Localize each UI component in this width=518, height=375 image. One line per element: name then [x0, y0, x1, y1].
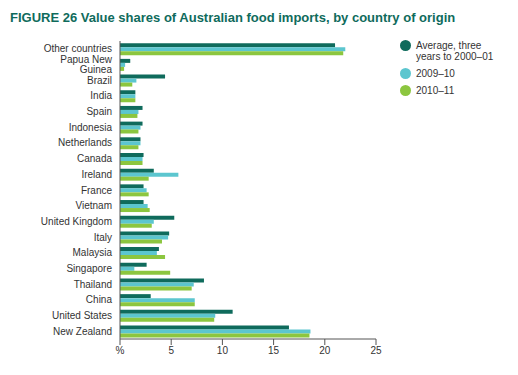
svg-text:Ireland: Ireland [81, 169, 112, 180]
svg-text:Indonesia: Indonesia [69, 122, 113, 133]
svg-text:China: China [86, 294, 113, 305]
svg-text:10: 10 [217, 345, 229, 356]
svg-text:Canada: Canada [77, 153, 112, 164]
svg-text:Malaysia: Malaysia [73, 247, 113, 258]
svg-text:New Zealand: New Zealand [53, 326, 112, 337]
svg-text:Other countries: Other countries [44, 43, 112, 54]
svg-text:Italy: Italy [94, 232, 112, 243]
svg-text:%: % [116, 345, 125, 356]
svg-text:Thailand: Thailand [74, 279, 112, 290]
html-text:2009–10: 2009–10 [416, 68, 455, 79]
svg-text:5: 5 [168, 345, 174, 356]
svg-text:Brazil: Brazil [87, 75, 112, 86]
svg-text:20: 20 [319, 345, 331, 356]
svg-text:Singapore: Singapore [66, 263, 112, 274]
html-text:2010–11: 2010–11 [416, 85, 455, 96]
svg-text:Netherlands: Netherlands [58, 137, 112, 148]
svg-text:Papua NewGuinea: Papua NewGuinea [60, 54, 112, 75]
html-text:Average, three years to 2000–0: Average, three years to 2000–01 [416, 40, 494, 62]
svg-text:15: 15 [268, 345, 280, 356]
svg-text:United Kingdom: United Kingdom [41, 216, 112, 227]
svg-text:Vietnam: Vietnam [75, 200, 112, 211]
svg-text:France: France [81, 185, 113, 196]
html-text:FIGURE 26 Value shares of Aust: FIGURE 26 Value shares of Australian foo… [10, 10, 456, 25]
svg-text:25: 25 [370, 345, 382, 356]
svg-text:India: India [90, 90, 112, 101]
svg-text:Spain: Spain [86, 106, 112, 117]
svg-text:United States: United States [52, 310, 112, 321]
